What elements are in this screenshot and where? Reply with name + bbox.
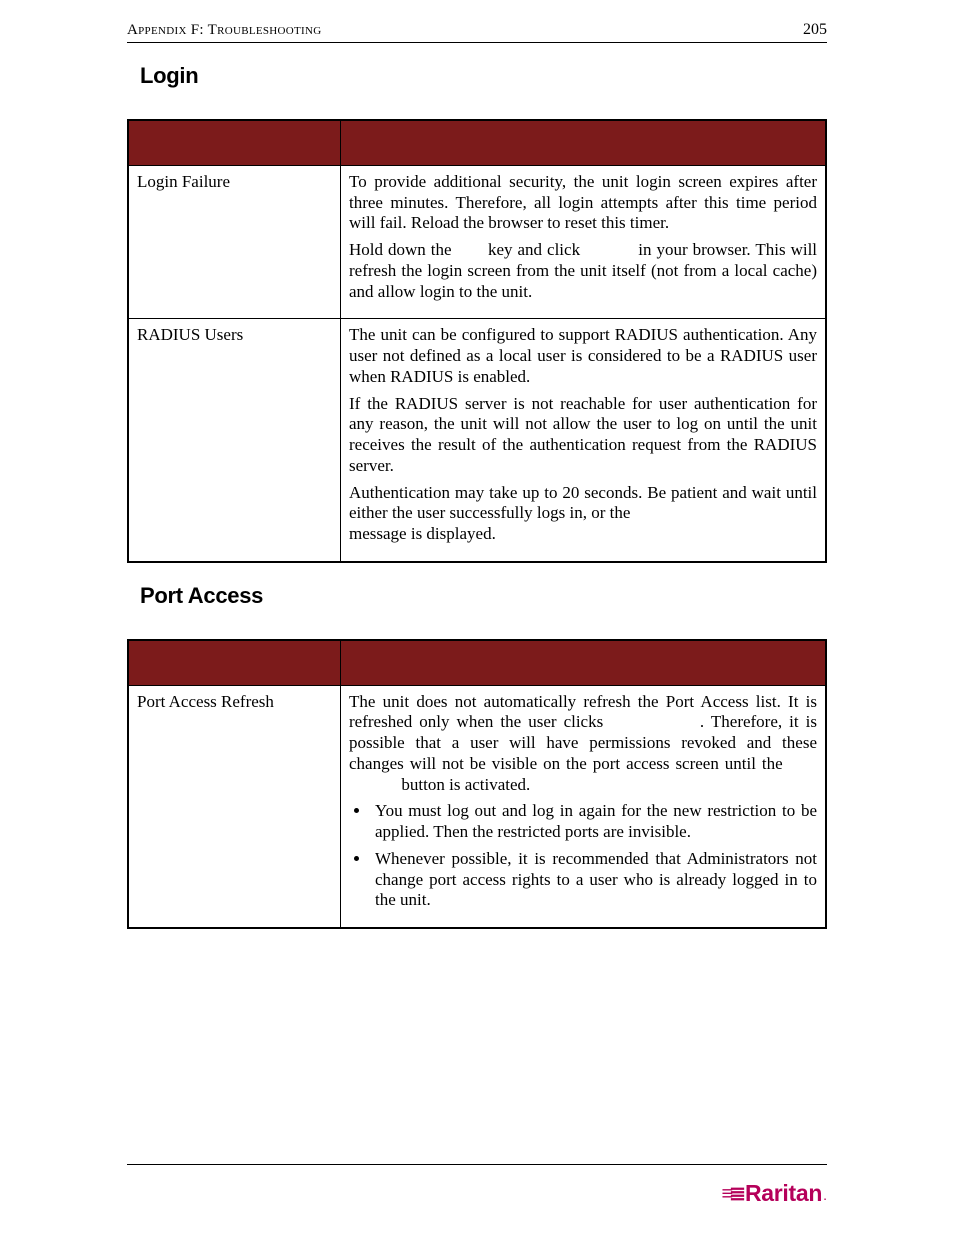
page: Appendix F: Troubleshooting 205 Login Lo… [0, 0, 954, 1235]
table-header-cell [341, 640, 827, 686]
brand-icon: ≡≣ [722, 1184, 742, 1204]
row-content: To provide additional security, the unit… [341, 166, 827, 319]
list-item: You must log out and log in again for th… [371, 801, 817, 842]
row-label: Port Access Refresh [128, 685, 341, 928]
row-content: The unit can be configured to support RA… [341, 319, 827, 562]
brand-logo: ≡≣ Raritan . [722, 1180, 827, 1207]
content: Login Login Failure To provide additiona… [127, 63, 827, 949]
table-header-row [128, 120, 826, 166]
bullet-list: You must log out and log in again for th… [349, 801, 817, 911]
page-number: 205 [803, 21, 827, 39]
table-row: Login Failure To provide additional secu… [128, 166, 826, 319]
login-table: Login Failure To provide additional secu… [127, 119, 827, 563]
row-label: RADIUS Users [128, 319, 341, 562]
section-title-login: Login [140, 63, 827, 89]
paragraph: Authentication may take up to 20 seconds… [349, 483, 817, 545]
table-row: RADIUS Users The unit can be configured … [128, 319, 826, 562]
list-item: Whenever possible, it is recommended tha… [371, 849, 817, 911]
table-header-cell [128, 640, 341, 686]
row-content: The unit does not automatically refresh … [341, 685, 827, 928]
paragraph: The unit can be configured to support RA… [349, 325, 817, 387]
port-access-table: Port Access Refresh The unit does not au… [127, 639, 827, 929]
row-label: Login Failure [128, 166, 341, 319]
header-rule [127, 42, 827, 43]
text: Authentication may take up to 20 seconds… [349, 483, 817, 523]
text: button is activated. [401, 775, 530, 794]
table-row: Port Access Refresh The unit does not au… [128, 685, 826, 928]
brand-text: Raritan [745, 1180, 822, 1207]
table-header-cell [128, 120, 341, 166]
section-title-port-access: Port Access [140, 583, 827, 609]
footer-rule [127, 1164, 827, 1165]
paragraph: If the RADIUS server is not reachable fo… [349, 394, 817, 477]
paragraph: The unit does not automatically refresh … [349, 692, 817, 796]
table-header-row [128, 640, 826, 686]
header-left: Appendix F: Troubleshooting [127, 22, 322, 39]
paragraph: To provide additional security, the unit… [349, 172, 817, 234]
text: message is displayed. [349, 524, 496, 543]
table-header-cell [341, 120, 827, 166]
page-header: Appendix F: Troubleshooting 205 [127, 21, 827, 39]
paragraph: Hold down the Ctrl key and click Reload … [349, 240, 817, 302]
brand-dot: . [823, 1187, 827, 1203]
text: key and click [488, 240, 585, 259]
text: Hold down the [349, 240, 457, 259]
